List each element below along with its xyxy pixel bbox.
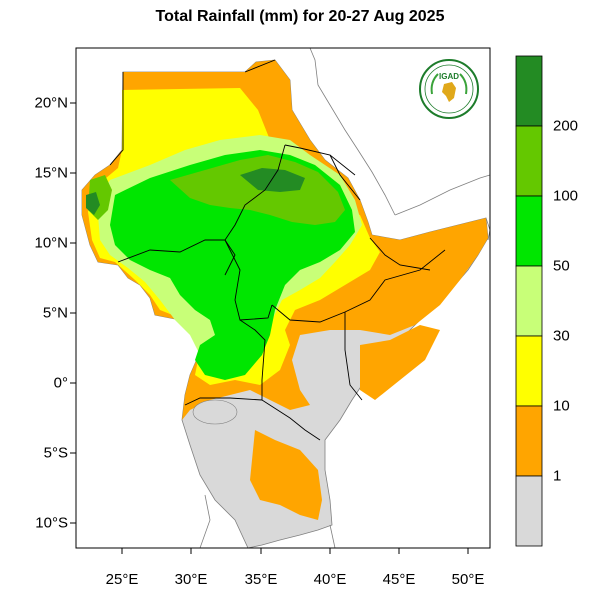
colorbar-swatch-0 [515,55,543,127]
country-borders [109,59,446,441]
colorbar-swatch-3 [515,265,543,337]
lake [192,399,238,425]
lon-label-35e: 35°E [244,571,278,588]
igad-logo: IGAD [419,59,479,119]
coastlines [199,47,491,549]
logo-text: IGAD [439,72,459,81]
lon-label-30e: 30°E [174,571,208,588]
lon-label-25e: 25°E [105,571,139,588]
lon-label-40e: 40°E [313,571,347,588]
map-title: Total Rainfall (mm) for 20-27 Aug 2025 [155,8,445,25]
region-very-high-rain-2 [86,192,100,215]
lat-label-10s: 10°S [35,514,68,532]
lat-label-10n: 10°N [34,234,68,252]
colorbar-label-1: 1 [553,467,562,485]
colorbar-swatch-4 [515,335,543,407]
colorbar-label-200: 200 [553,117,579,135]
colorbar-label-50: 50 [553,257,570,275]
region-very-high-rain [240,168,305,192]
lat-label-15n: 15°N [34,164,68,182]
colorbar-swatch-2 [515,195,543,267]
colorbar-swatch-6 [515,475,543,547]
colorbar-label-10: 10 [553,397,570,415]
lon-ticks [121,548,469,554]
colorbar-swatch-1 [515,125,543,197]
lat-label-20n: 20°N [34,94,68,112]
lat-label-5s: 5°S [43,444,68,462]
colorbar-label-30: 30 [553,327,570,345]
map-frame [75,47,491,549]
colorbar [515,55,543,547]
colorbar-swatch-5 [515,405,543,477]
region-light-rain-east [360,325,440,400]
region-high-rain [170,155,345,225]
lat-label-0: 0° [53,374,68,392]
lat-label-5n: 5°N [42,304,68,322]
lon-label-45e: 45°E [382,571,416,588]
lon-label-50e: 50°E [451,571,485,588]
colorbar-label-100: 100 [553,187,579,205]
region-light-rain-south [250,430,322,520]
lat-ticks [70,102,76,524]
